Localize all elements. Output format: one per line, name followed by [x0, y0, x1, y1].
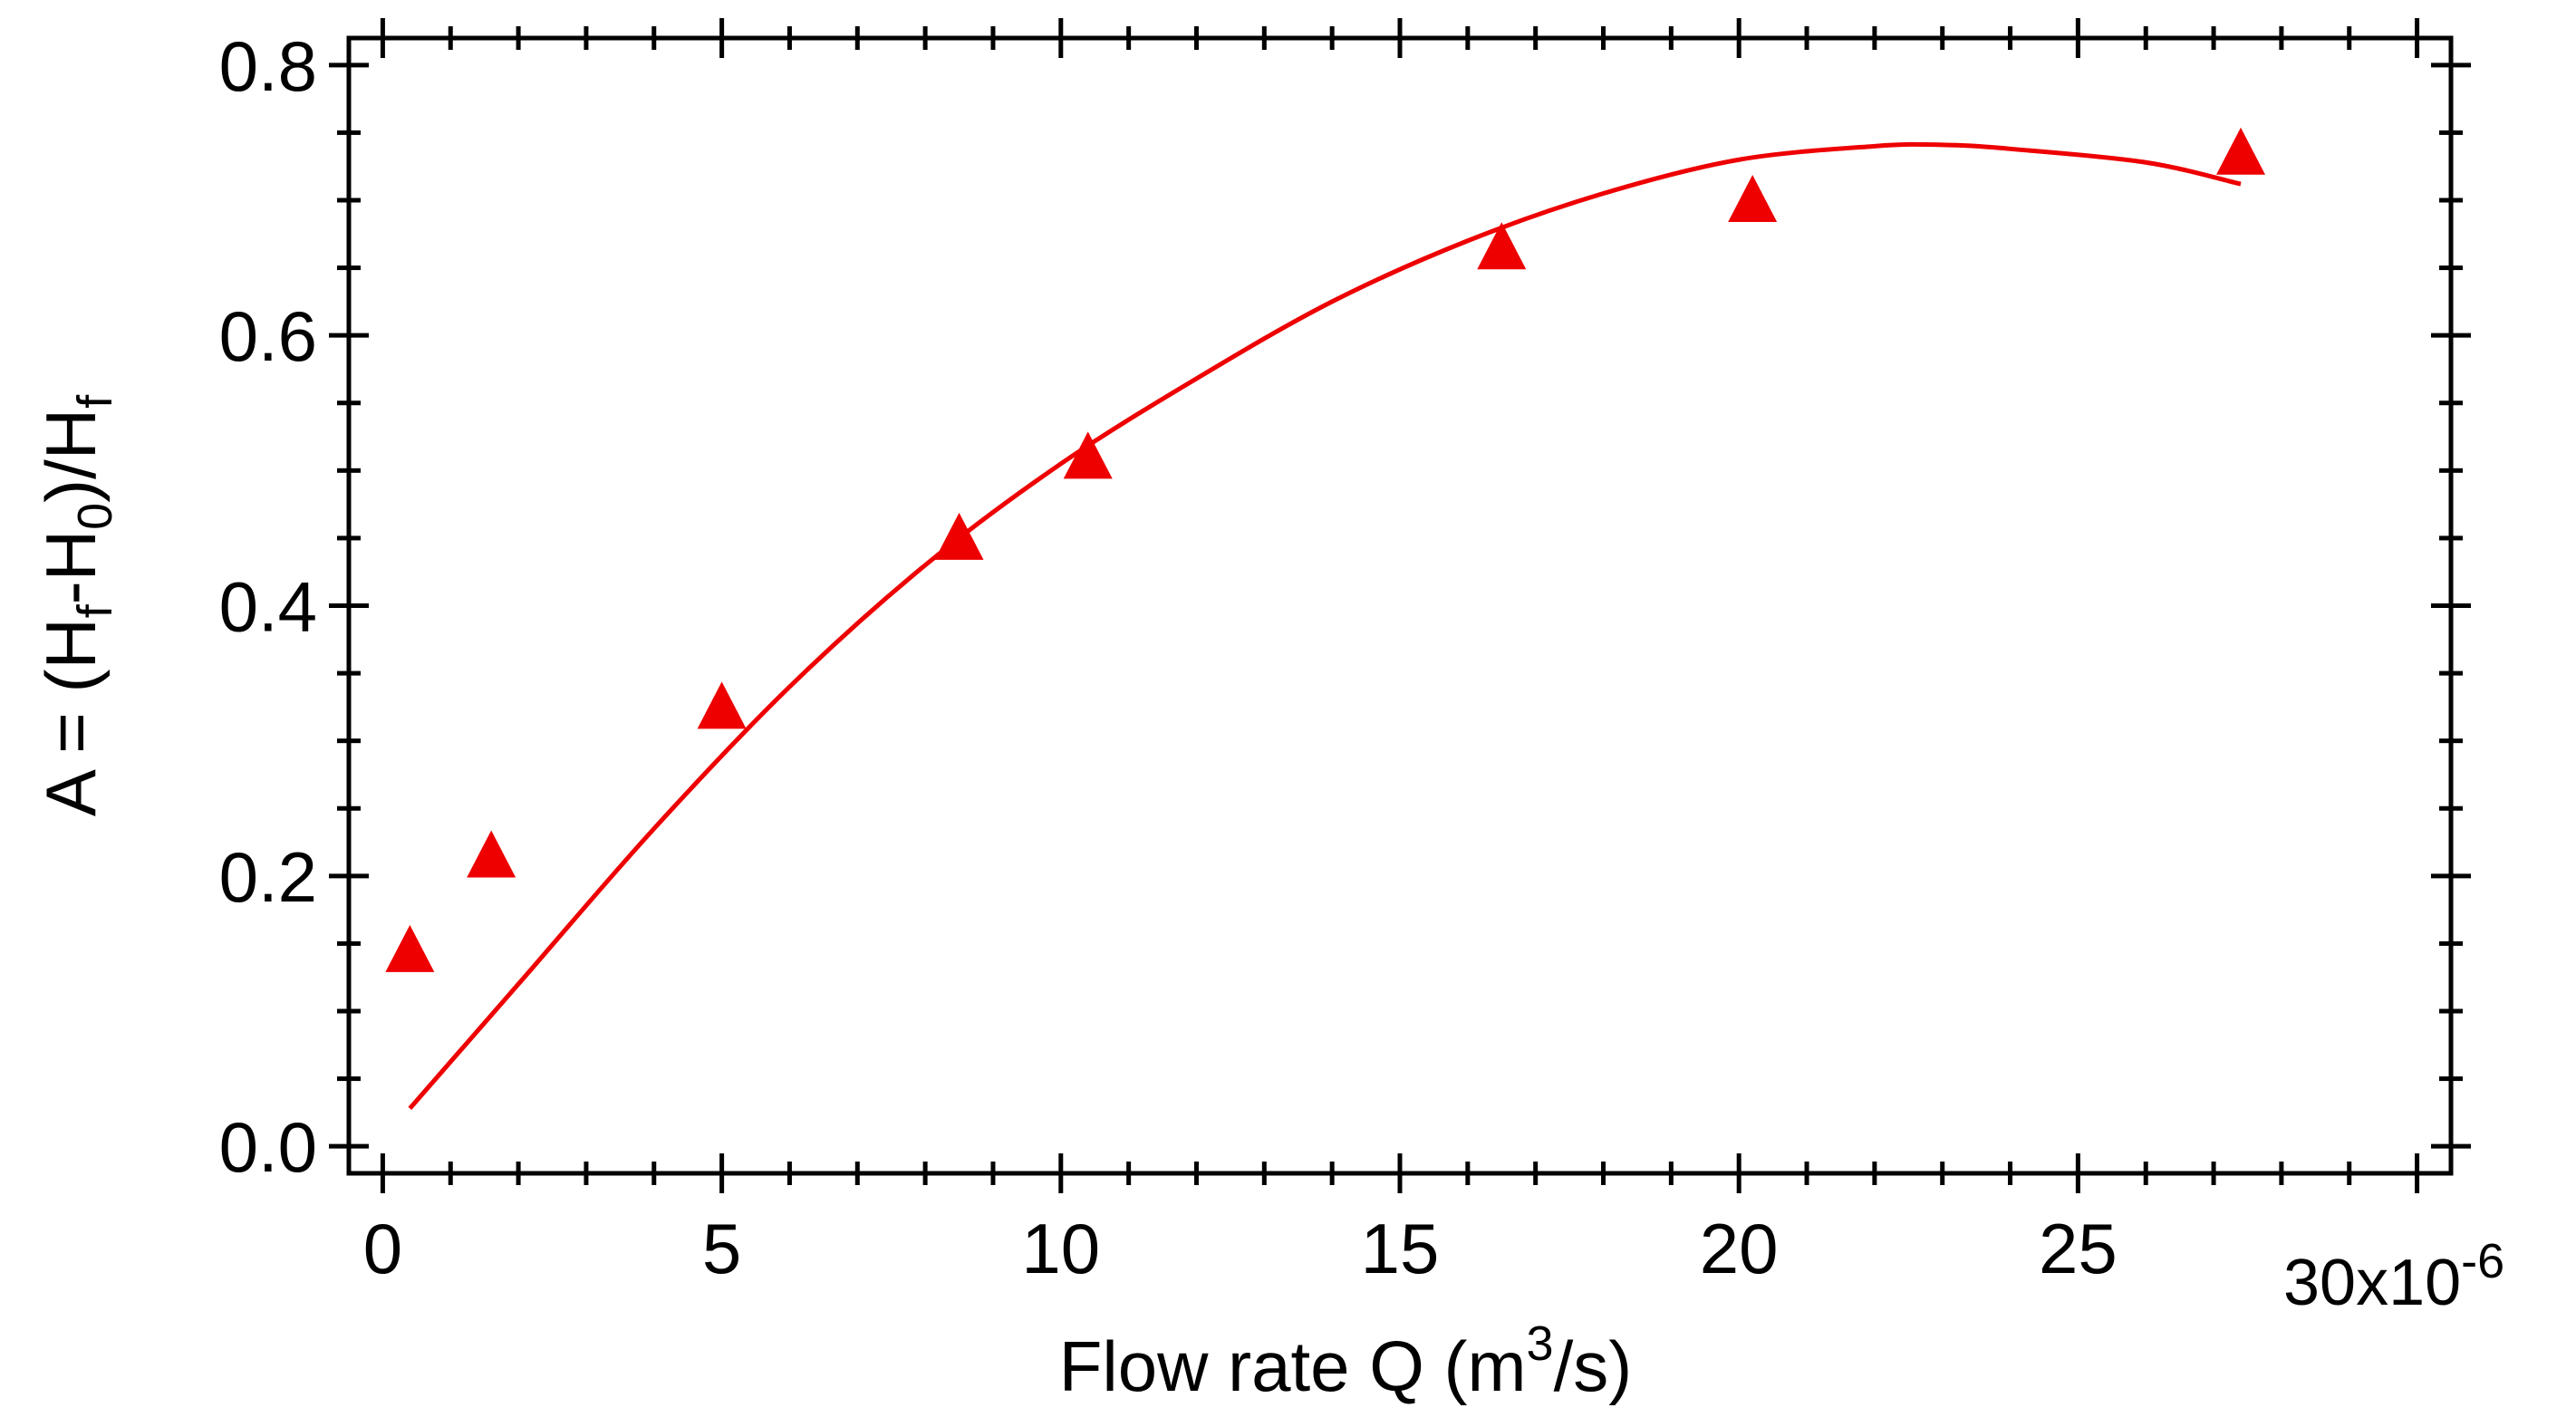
x-tick-label: 15 — [1361, 1209, 1440, 1288]
x-axis-title: Flow rate Q (m3/s) — [1059, 1316, 1632, 1406]
x-tick-label: 25 — [2039, 1209, 2118, 1288]
y-axis-title-s2: 0 — [68, 503, 122, 530]
data-point — [2216, 127, 2265, 175]
y-tick-label: 0.6 — [219, 296, 317, 376]
data-point — [467, 830, 516, 878]
fit-line — [408, 141, 2242, 1111]
x-multiplier-base: 30x10 — [2283, 1247, 2461, 1319]
data-point — [385, 924, 435, 972]
x-tick-label: 5 — [702, 1209, 741, 1288]
data-point — [934, 512, 984, 560]
y-tick-labels: 0.0 0.2 0.4 0.6 0.8 — [219, 26, 317, 1187]
x-tick-label: 20 — [1700, 1209, 1779, 1288]
plot-frame — [346, 35, 2454, 1176]
data-point — [1063, 431, 1113, 479]
x-tick-label: 0 — [363, 1209, 402, 1288]
data-point — [697, 681, 747, 729]
data-point — [1728, 175, 1778, 222]
y-tick-label: 0.8 — [219, 26, 317, 106]
y-tick-label: 0.4 — [219, 567, 317, 647]
y-axis-title-p1: A = (H — [31, 618, 111, 816]
axis-ticks — [329, 18, 2471, 1193]
y-tick-label: 0.0 — [219, 1107, 317, 1187]
y-axis-title-p2: -H — [31, 530, 111, 604]
x-tick-label: 10 — [1021, 1209, 1100, 1288]
x-multiplier: 30x10-6 — [2283, 1234, 2504, 1319]
data-point — [1477, 222, 1527, 270]
y-axis-title-s3: f — [68, 394, 122, 409]
x-axis-title-main: Flow rate Q (m — [1059, 1326, 1527, 1406]
x-tick-labels: 0 5 10 15 20 25 — [363, 1209, 2118, 1288]
x-axis-title-tail: /s) — [1554, 1326, 1633, 1406]
y-axis-title: A = (Hf-H0)/Hf — [31, 394, 122, 816]
x-multiplier-exponent: -6 — [2461, 1234, 2504, 1288]
y-axis-title-s1: f — [68, 603, 122, 618]
y-axis-title-p3: )/H — [31, 409, 111, 503]
y-tick-label: 0.2 — [219, 837, 317, 917]
x-axis-title-sup: 3 — [1527, 1316, 1554, 1371]
data-markers — [385, 127, 2265, 972]
